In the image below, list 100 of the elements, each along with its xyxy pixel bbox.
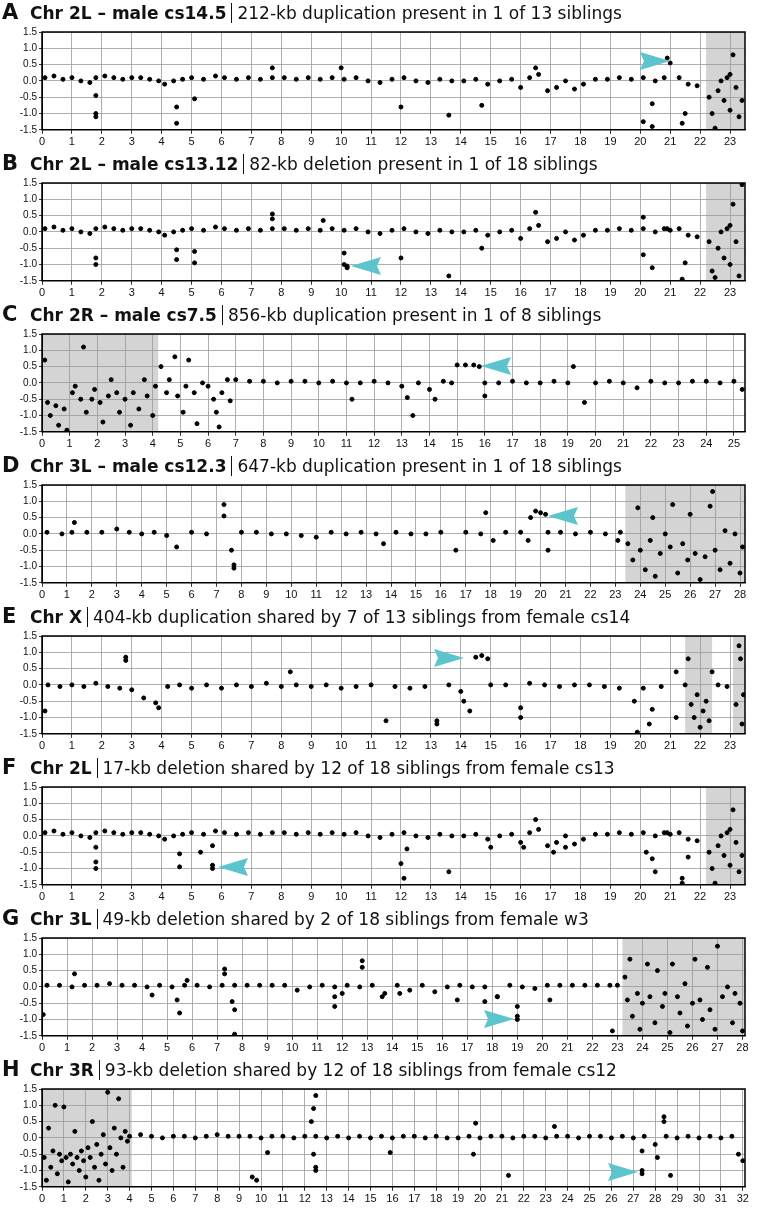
- y-tick-label: -1.0: [19, 409, 38, 421]
- x-tick-label: 6: [189, 1041, 196, 1054]
- y-tick-label: 1.5: [23, 327, 38, 339]
- x-tick-label: 1: [66, 437, 73, 450]
- x-tick-label: 20: [536, 1041, 549, 1054]
- x-tick-label: 14: [384, 588, 398, 601]
- y-tick-label: 0.5: [23, 58, 38, 70]
- x-tick-label: 2: [98, 286, 105, 299]
- x-tick-label: 1: [68, 286, 75, 299]
- x-tick-label: 4: [126, 1192, 133, 1205]
- x-tick-label: 4: [139, 1041, 146, 1054]
- x-tick-label: 8: [239, 1041, 246, 1054]
- x-tick-label: 4: [158, 739, 165, 752]
- y-tick-label: 1.0: [23, 344, 38, 356]
- x-tick-label: 5: [188, 286, 195, 299]
- x-tick-label: 25: [661, 1041, 674, 1054]
- x-tick-label: 17: [544, 739, 557, 752]
- x-tick-label: 24: [634, 588, 647, 601]
- x-tick-label: 22: [694, 135, 707, 148]
- text: E: [2, 604, 18, 628]
- x-tick-label: 13: [395, 437, 408, 450]
- x-tick-label: 19: [604, 135, 617, 148]
- x-tick-label: 31: [714, 1192, 728, 1205]
- x-tick-label: 8: [238, 588, 245, 601]
- x-tick-label: 19: [511, 1041, 524, 1054]
- y-tick-label: 1.0: [23, 646, 38, 658]
- x-tick-label: 14: [454, 890, 467, 903]
- x-tick-label: 4: [158, 286, 165, 299]
- y-tick-label: -0.5: [19, 996, 38, 1008]
- x-tick-label: 0: [38, 1192, 46, 1205]
- x-tick-label: 19: [604, 286, 617, 299]
- x-tick-label: 21: [664, 135, 677, 148]
- x-tick-label: 5: [188, 739, 195, 752]
- x-tick-label: 16: [434, 588, 447, 601]
- x-tick-label: 15: [364, 1192, 377, 1205]
- x-tick-label: 2: [88, 1041, 96, 1054]
- x-tick-label: 12: [394, 890, 408, 903]
- x-tick-label: 7: [232, 437, 239, 450]
- x-tick-label: 2: [82, 1192, 89, 1205]
- y-tick-label: -1.5: [19, 1180, 38, 1192]
- y-tick-label: 0.5: [23, 511, 38, 523]
- x-tick-label: 6: [218, 739, 225, 752]
- x-tick-label: 6: [218, 890, 225, 903]
- x-tick-label: 9: [288, 437, 295, 450]
- y-tick-label: 0.5: [23, 209, 38, 221]
- y-tick-label: -0.5: [19, 694, 38, 706]
- x-tick-label: 9: [263, 588, 270, 601]
- x-tick-label: 16: [514, 890, 527, 903]
- y-tick-label: 0.0: [23, 678, 38, 690]
- x-tick-label: 12: [394, 286, 408, 299]
- x-tick-label: 8: [278, 286, 285, 299]
- x-tick-label: 20: [634, 135, 647, 148]
- y-tick-label: -1.0: [19, 711, 38, 723]
- x-tick-label: 2: [98, 135, 105, 148]
- x-tick-label: 8: [278, 739, 285, 752]
- x-tick-label: 15: [484, 286, 497, 299]
- text: B: [2, 151, 19, 175]
- x-tick-label: 24: [561, 1192, 574, 1205]
- x-tick-label: 13: [320, 1192, 333, 1205]
- y-tick-label: -1.5: [19, 274, 38, 286]
- x-tick-label: 19: [561, 437, 574, 450]
- x-tick-label: 18: [574, 286, 587, 299]
- x-tick-label: 24: [636, 1041, 649, 1054]
- y-tick-label: 0.5: [23, 360, 38, 372]
- x-tick-label: 12: [336, 1041, 349, 1054]
- text: A: [2, 0, 20, 24]
- x-tick-label: 19: [604, 890, 617, 903]
- y-tick-label: 0.0: [23, 376, 38, 388]
- x-tick-label: 15: [484, 739, 497, 752]
- y-tick-label: -1.5: [19, 576, 38, 588]
- text: F: [2, 755, 18, 779]
- x-tick-label: 13: [424, 135, 438, 148]
- x-tick-label: 6: [188, 588, 195, 601]
- x-tick-label: 20: [473, 1192, 487, 1205]
- x-tick-label: 29: [670, 1192, 684, 1205]
- x-tick-label: 22: [584, 588, 597, 601]
- x-tick-label: 20: [534, 588, 547, 601]
- x-tick-label: 15: [411, 1041, 424, 1054]
- chart-subtitle: 404-kb duplication shared by 7 of 13 siblings from female cs14: [87, 607, 631, 627]
- x-tick-label: 8: [278, 135, 285, 148]
- x-tick-label: 24: [700, 437, 713, 450]
- y-tick-label: -1.0: [19, 107, 38, 119]
- x-tick-label: 10: [254, 1192, 268, 1205]
- y-tick-label: -1.0: [19, 862, 38, 874]
- x-tick-label: 20: [634, 739, 647, 752]
- text: C: [2, 302, 19, 326]
- y-tick-label: -0.5: [19, 1147, 38, 1159]
- chart-subtitle: 82-kb deletion present in 1 of 18 siblings: [243, 154, 598, 174]
- x-tick-label: 3: [128, 739, 135, 752]
- x-tick-label: 28: [733, 588, 747, 601]
- x-tick-label: 20: [634, 890, 647, 903]
- x-tick-label: 26: [686, 1041, 699, 1054]
- y-tick-label: -0.5: [19, 845, 38, 857]
- chart-title: Chr 2L – male cs13.12: [30, 154, 239, 174]
- x-tick-label: 18: [574, 890, 587, 903]
- x-tick-label: 32: [736, 1192, 749, 1205]
- x-tick-label: 18: [534, 437, 547, 450]
- x-tick-label: 16: [514, 135, 527, 148]
- x-tick-label: 2: [88, 588, 95, 601]
- x-tick-label: 13: [359, 588, 373, 601]
